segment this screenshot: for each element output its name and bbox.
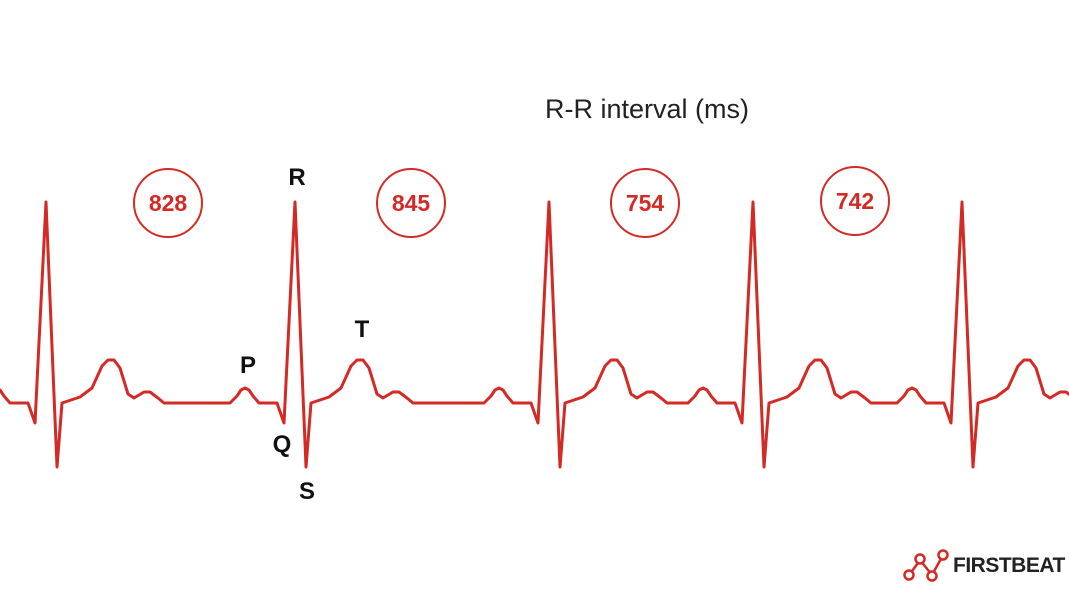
ecg-trace: [0, 200, 1069, 469]
rr-interval-1: 828: [133, 168, 203, 238]
chart-title: R-R interval (ms): [545, 94, 750, 124]
network-nodes-icon: [903, 549, 949, 582]
firstbeat-logo: FIRSTBEAT: [903, 548, 1065, 584]
rr-interval-2: 845: [376, 168, 446, 238]
r-wave-label: R: [288, 164, 306, 191]
s-wave-label: S: [298, 478, 316, 505]
t-wave-label: T: [354, 316, 370, 343]
rr-interval-4: 742: [820, 166, 890, 236]
q-wave-label: Q: [272, 431, 292, 458]
logo-text: FIRSTBEAT: [953, 554, 1065, 577]
rr-interval-3: 754: [610, 168, 680, 238]
p-wave-label: P: [239, 352, 257, 379]
